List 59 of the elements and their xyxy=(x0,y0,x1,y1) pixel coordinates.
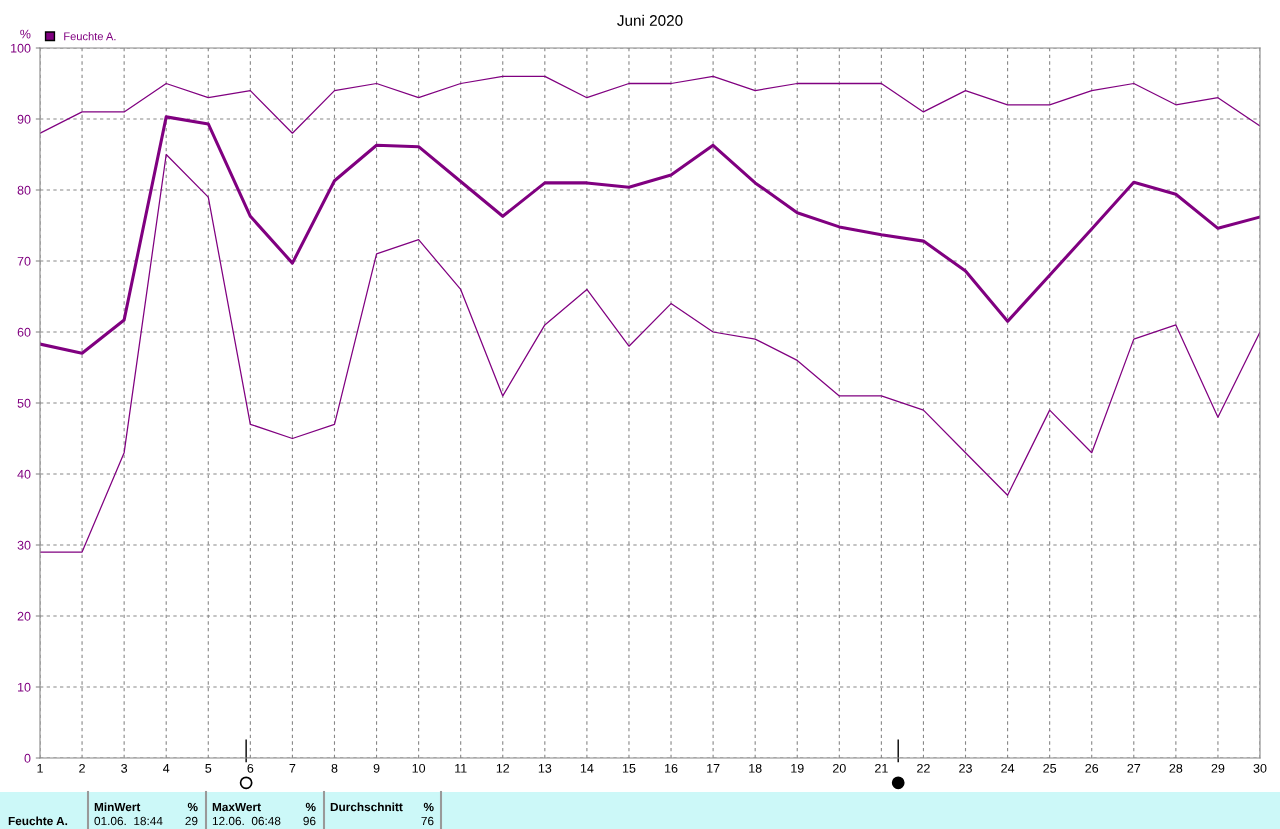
x-tick-label: 11 xyxy=(455,764,467,773)
x-tick-label: 30 xyxy=(1253,763,1267,773)
x-tick-label: 14 xyxy=(580,764,594,773)
text: Feuchte A. xyxy=(8,816,68,826)
y-tick-label: 70 xyxy=(17,256,31,266)
x-tick-label: 15 xyxy=(622,764,636,773)
line-series xyxy=(40,153,1260,553)
x-tick-label: 23 xyxy=(959,763,972,773)
legend-label: Feuchte A. xyxy=(64,32,116,41)
x-tick-label: 21 xyxy=(875,763,888,773)
text: MinWert xyxy=(94,802,141,812)
x-tick-label: 17 xyxy=(707,764,720,773)
text: 12.06. 06:48 xyxy=(212,816,281,826)
text: 01.06. 18:44 xyxy=(94,816,163,826)
x-tick-label: 25 xyxy=(1043,763,1057,773)
chart-title: Juni 2020 xyxy=(617,14,683,26)
y-tick-label: 10 xyxy=(18,682,31,692)
x-tick-label: 22 xyxy=(917,763,930,773)
line-series xyxy=(40,75,1260,134)
x-tick-label: 8 xyxy=(331,763,338,773)
y-tick-label: 80 xyxy=(17,185,31,195)
text: 29 xyxy=(185,816,198,826)
text: % xyxy=(423,802,434,812)
x-tick-label: 27 xyxy=(1127,763,1141,773)
x-tick-label: 7 xyxy=(289,764,296,773)
y-tick-label: 20 xyxy=(17,611,31,621)
line-series xyxy=(40,115,1260,355)
text: 96 xyxy=(303,816,316,826)
x-tick-label: 20 xyxy=(832,763,846,773)
text: MaxWert xyxy=(212,802,261,812)
y-tick-label: 50 xyxy=(17,398,31,408)
y-tick-label: 100 xyxy=(11,43,31,53)
y-tick-label: 90 xyxy=(17,114,31,124)
y-axis-title: % xyxy=(20,29,31,39)
x-tick-label: 12 xyxy=(496,763,510,773)
x-tick-label: 19 xyxy=(791,763,804,773)
x-tick-label: 4 xyxy=(163,764,170,773)
x-tick-label: 10 xyxy=(412,763,426,773)
x-tick-label: 18 xyxy=(749,763,762,773)
y-tick-label: 30 xyxy=(17,540,31,550)
text: Durchschnitt xyxy=(330,802,403,812)
text: % xyxy=(187,802,198,812)
x-tick-label: 9 xyxy=(373,763,380,773)
x-tick-label: 1 xyxy=(37,764,43,773)
y-tick-label: 40 xyxy=(17,469,31,479)
x-tick-label: 2 xyxy=(79,763,85,773)
y-tick-label: 60 xyxy=(17,327,31,337)
x-tick-label: 3 xyxy=(121,763,128,773)
y-tick-label: 0 xyxy=(24,753,31,763)
text: % xyxy=(305,802,316,812)
x-tick-label: 13 xyxy=(538,763,552,773)
x-tick-label: 26 xyxy=(1085,763,1099,773)
text: 76 xyxy=(421,816,434,826)
x-tick-label: 24 xyxy=(1001,763,1015,773)
x-tick-label: 16 xyxy=(665,763,678,773)
x-tick-label: 5 xyxy=(205,764,212,773)
x-tick-label: 29 xyxy=(1211,763,1225,773)
x-tick-label: 6 xyxy=(247,763,254,773)
x-tick-label: 28 xyxy=(1169,763,1183,773)
